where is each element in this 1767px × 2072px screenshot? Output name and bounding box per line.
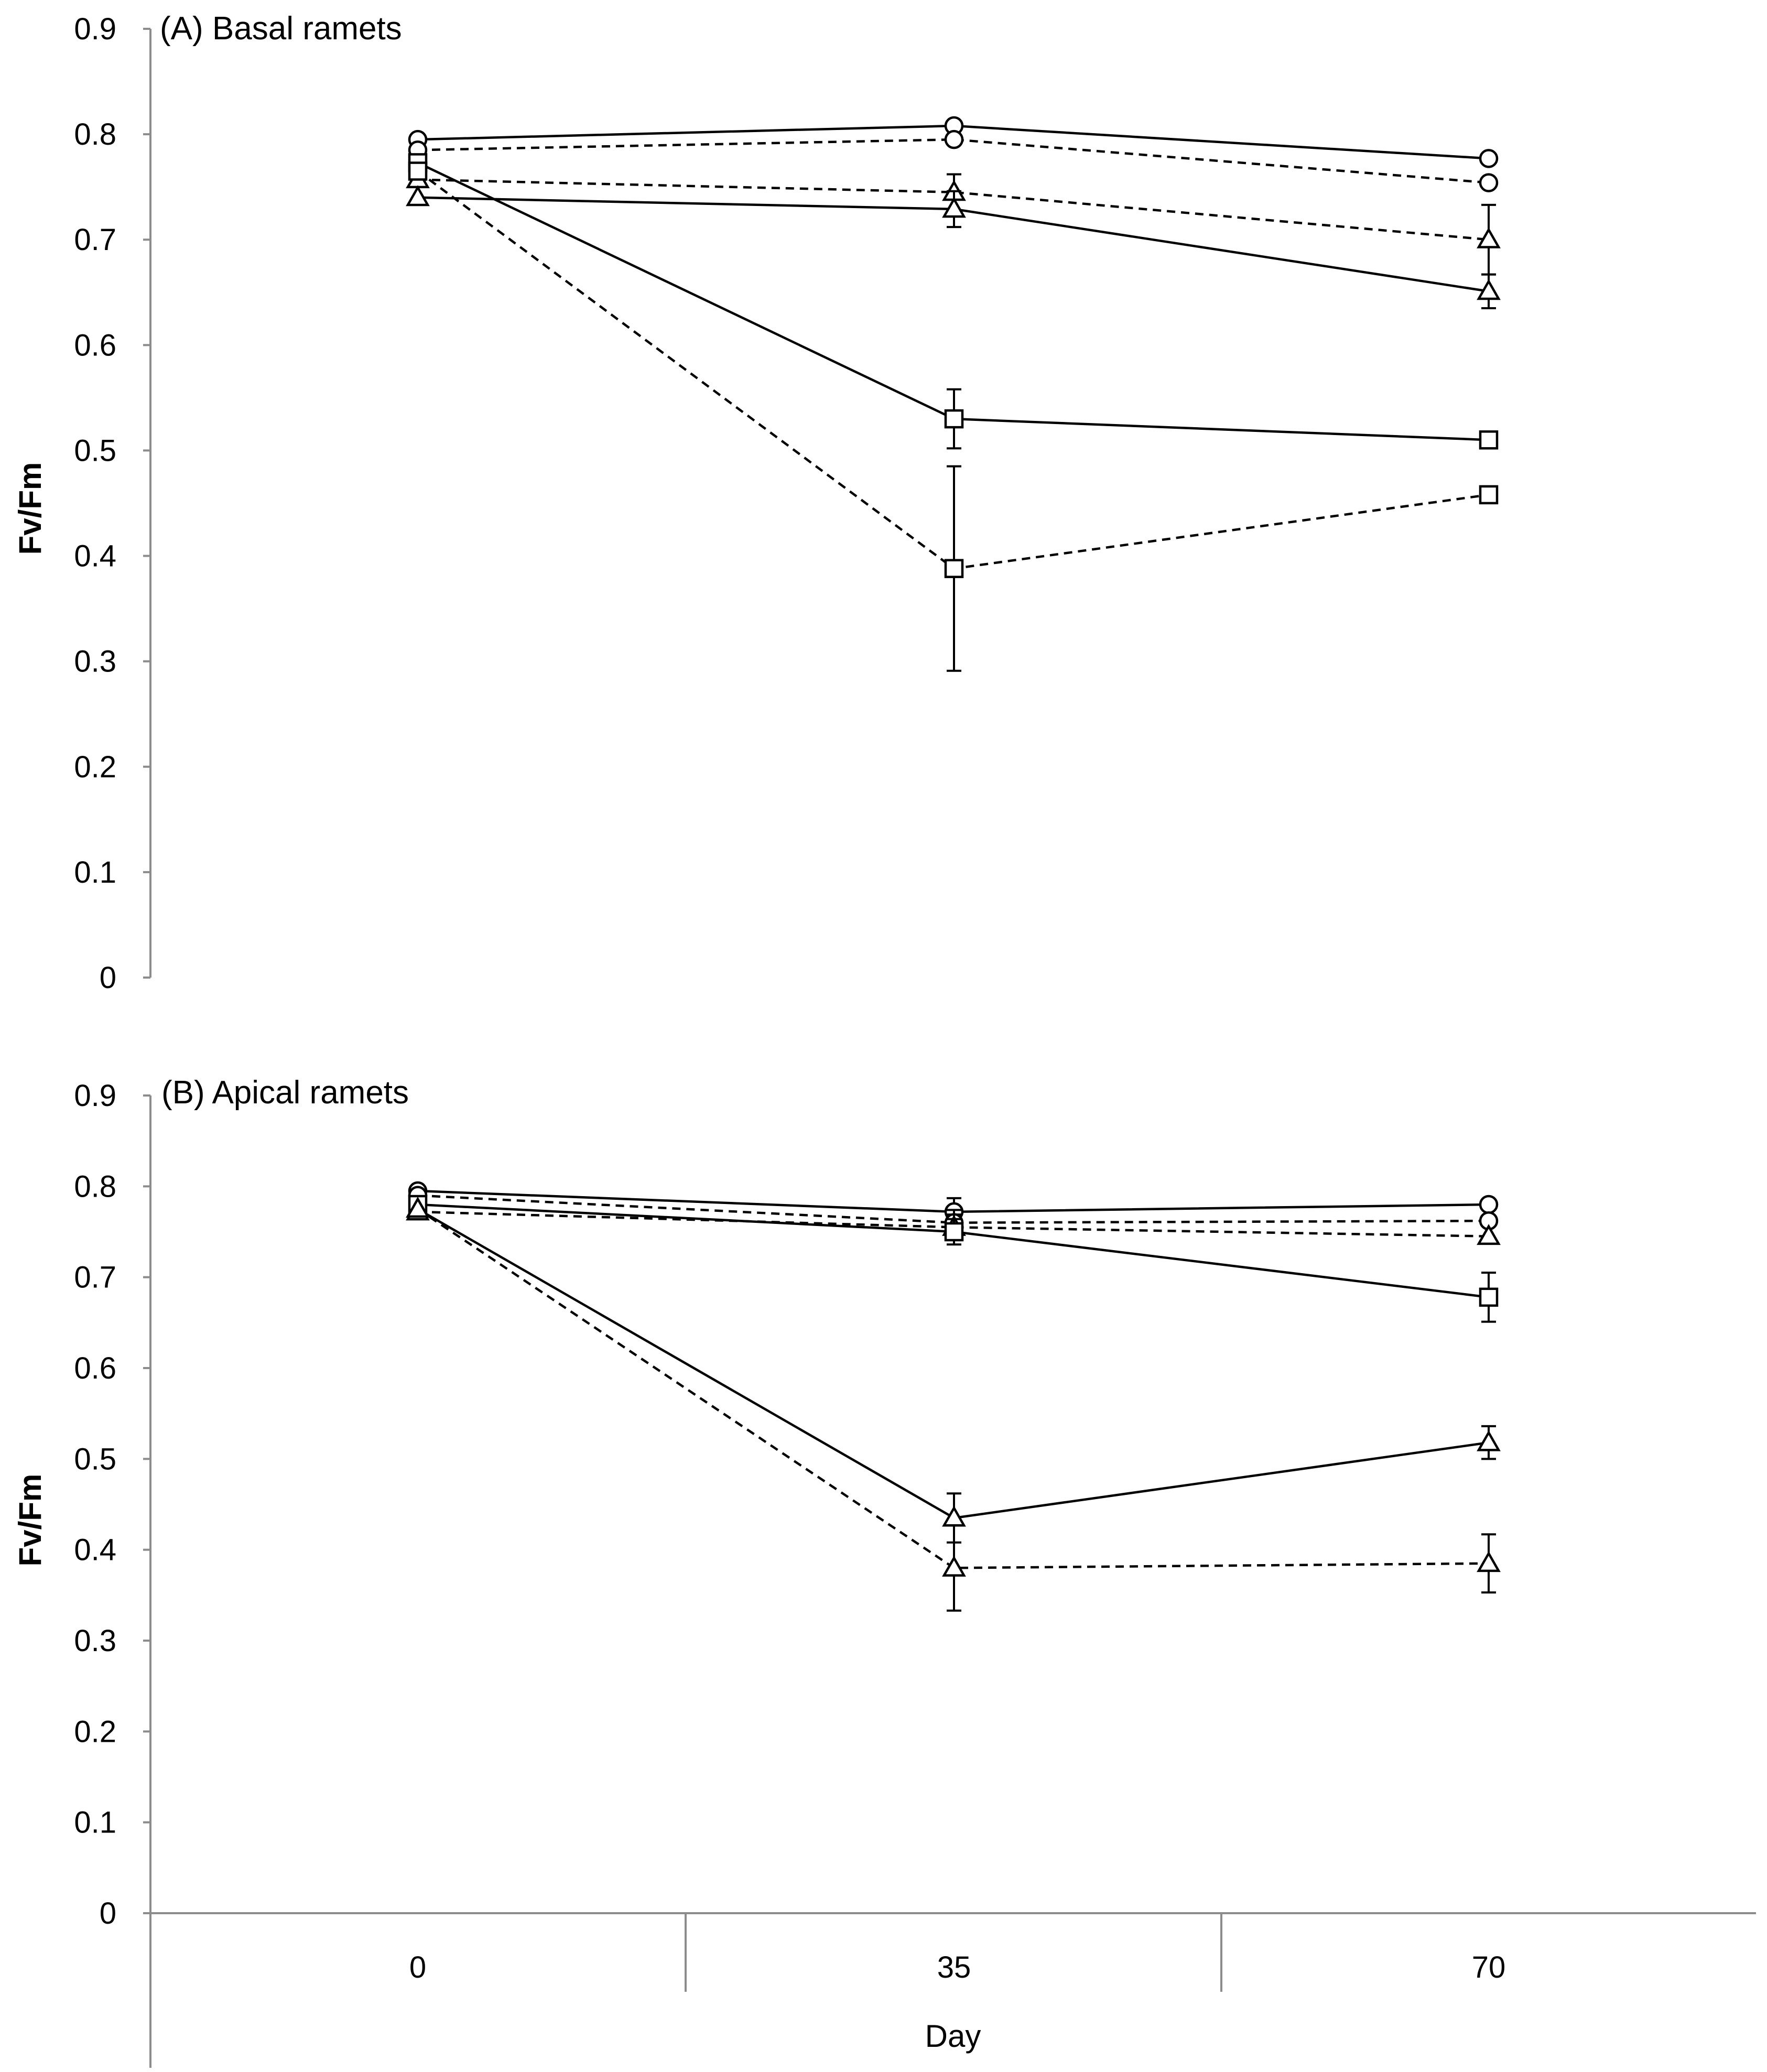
panel-a-axes: 0 0.1 0.2 0.3 0.4 0.5 0.6 0.7 0.8 0.9 xyxy=(74,12,151,995)
panel-a-y-tick-label: 0.3 xyxy=(74,645,116,679)
panel-a-data-point-square xyxy=(944,409,964,429)
panel-a-y-tick-label: 0.4 xyxy=(74,539,116,573)
panel-b-data-point-triangle xyxy=(406,1197,430,1218)
panel-b-y-tick-label: 0.9 xyxy=(74,1079,116,1113)
panel-a-y-tick-label: 0.8 xyxy=(74,117,116,151)
panel-a-data-point-triangle xyxy=(406,185,430,207)
panel-a-data-point-circle xyxy=(1479,149,1499,168)
panel-a-data-point-circle xyxy=(944,129,964,149)
panel-a-data-point-square xyxy=(1479,430,1499,450)
panel-b-y-tick-label: 0.2 xyxy=(74,1715,116,1749)
x-tick-label: 35 xyxy=(937,1950,971,1984)
panel-b-data-point-square xyxy=(944,1222,964,1242)
panel-b-y-tick-label: 0 xyxy=(100,1896,116,1930)
panel-a-title: (A) Basal ramets xyxy=(160,10,402,47)
panel-b-y-tick-label: 0.5 xyxy=(74,1442,116,1476)
panel-a-data-point-circle xyxy=(1479,173,1499,192)
panel-b-y-axis-title: Fv/Fm xyxy=(13,1474,48,1567)
panel-b-title: (B) Apical ramets xyxy=(161,1075,409,1111)
panel-a-y-tick-label: 0.7 xyxy=(74,223,116,257)
panel-a-data-point-triangle xyxy=(1477,227,1501,248)
panel-a-y-tick-label: 0.6 xyxy=(74,328,116,362)
x-tick-label: 0 xyxy=(409,1950,426,1984)
panel-b-apical-ramets: (B) Apical ramets Fv/Fm 0 0.1 0.2 0.3 0.4 0.5… xyxy=(13,1075,1756,2068)
panel-a-data-point-square xyxy=(408,161,428,181)
panel-a-series-line xyxy=(417,178,1489,241)
panel-a-series-line xyxy=(417,138,1489,184)
panel-b-y-tick-label: 0.8 xyxy=(74,1169,116,1203)
panel-a-y-tick-label: 0.2 xyxy=(74,750,116,784)
panel-b-data-point-square xyxy=(1479,1287,1499,1307)
panel-b-y-tick-label: 0.4 xyxy=(74,1533,116,1567)
panel-b-y-tick-label: 0.6 xyxy=(74,1351,116,1385)
x-axis-title: Day xyxy=(925,2019,981,2054)
panel-b-y-tick-label: 0.3 xyxy=(74,1624,116,1658)
panel-b-series-line xyxy=(417,1208,1489,1520)
panel-b-data-point-triangle xyxy=(1477,1430,1501,1451)
panel-b-series-line xyxy=(417,1210,1489,1238)
panel-b-data-point-triangle xyxy=(1477,1551,1501,1572)
panel-b-series-line xyxy=(417,1194,1489,1224)
panel-a-y-tick-label: 0 xyxy=(100,961,116,995)
panel-b-plot-area xyxy=(406,1181,1501,1612)
panel-b-axes: 0 0.1 0.2 0.3 0.4 0.5 0.6 0.7 0.8 0.9 0 35 70 xyxy=(74,1079,1756,2068)
panel-a-data-point-square xyxy=(944,559,964,578)
panel-a-y-tick-label: 0.9 xyxy=(74,12,116,46)
panel-a-y-axis-title: Fv/Fm xyxy=(13,462,48,555)
panel-a-y-tick-label: 0.5 xyxy=(74,433,116,468)
panel-a-data-point-triangle xyxy=(1477,279,1501,300)
panel-a-data-point-square xyxy=(1479,485,1499,505)
panel-b-y-tick-label: 0.7 xyxy=(74,1261,116,1295)
panel-a-basal-ramets: (A) Basal ramets Fv/Fm 00.10.20.30.40.50… xyxy=(13,10,1501,995)
panel-a-data-point-triangle xyxy=(942,197,966,218)
panel-b-data-point-triangle xyxy=(1477,1224,1501,1245)
panel-b-data-point-circle xyxy=(1479,1195,1499,1214)
panel-a-plot-area xyxy=(406,116,1501,672)
panel-a-y-tick-label: 0.1 xyxy=(74,855,116,889)
panel-b-data-point-triangle xyxy=(942,1555,966,1577)
x-tick-label: 70 xyxy=(1472,1950,1506,1984)
panel-b-y-tick-label: 0.1 xyxy=(74,1806,116,1840)
